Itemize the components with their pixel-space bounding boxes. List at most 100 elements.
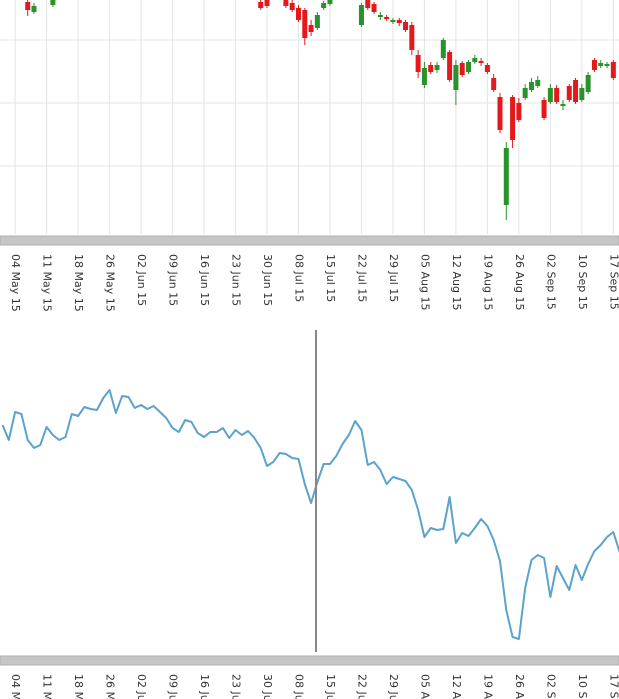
candle-body xyxy=(264,0,270,6)
x-axis: 04 May 15 11 May 15 18 May 15 26 May 15 02 J… xyxy=(9,674,619,699)
x-tick-label: 02 Jun 15 xyxy=(135,674,148,699)
x-tick-label: 08 Jul 15 xyxy=(292,674,305,699)
x-tick-label: 18 May 15 xyxy=(72,674,85,699)
x-tick-label: 30 Jun 15 xyxy=(261,254,274,306)
candle-body xyxy=(610,62,616,78)
candle-body xyxy=(289,3,295,10)
candle-body xyxy=(314,15,320,28)
candle-body xyxy=(598,63,604,66)
candle-body xyxy=(522,88,528,98)
scrollbar[interactable] xyxy=(0,655,619,666)
x-tick-label: 04 May 15 xyxy=(9,254,22,312)
candle-body xyxy=(302,10,308,38)
x-tick-label: 19 Aug 15 xyxy=(481,254,494,310)
x-tick-label: 16 Jun 15 xyxy=(198,254,211,306)
candle-body xyxy=(396,20,402,23)
x-tick-label: 26 Aug 15 xyxy=(513,674,526,699)
candle-body xyxy=(472,58,478,62)
candle-body xyxy=(409,25,415,50)
candle-body xyxy=(566,86,572,100)
candle-body xyxy=(365,0,371,8)
candle-body xyxy=(478,61,484,63)
scrollbar[interactable] xyxy=(0,235,619,246)
x-tick-label: 05 Aug 15 xyxy=(418,674,431,699)
x-tick-label: 09 Jun 15 xyxy=(167,254,180,306)
x-axis: 04 May 15 11 May 15 18 May 15 26 May 15 02 J… xyxy=(9,254,619,312)
candle-body xyxy=(528,82,534,90)
candle-body xyxy=(554,88,560,102)
x-tick-label: 11 May 15 xyxy=(41,674,54,699)
x-tick-label: 18 May 15 xyxy=(72,254,85,312)
candle-body xyxy=(585,75,591,92)
x-tick-label: 26 May 15 xyxy=(104,674,117,699)
candle-body xyxy=(503,148,509,205)
candle-body xyxy=(327,0,333,4)
x-tick-label: 15 Jul 15 xyxy=(324,674,337,699)
candle-body xyxy=(428,65,434,72)
candle-body xyxy=(390,20,396,22)
candle-body xyxy=(541,100,547,118)
x-tick-label: 12 Aug 15 xyxy=(450,254,463,310)
x-tick-label: 30 Jun 15 xyxy=(261,674,274,699)
x-tick-label: 19 Aug 15 xyxy=(481,674,494,699)
line-series xyxy=(1,389,619,640)
candle-body xyxy=(25,2,31,10)
candle-body xyxy=(591,60,597,70)
x-tick-label: 17 Sep 15 xyxy=(607,674,619,699)
candle-body xyxy=(308,25,314,32)
x-tick-label: 04 May 15 xyxy=(9,674,22,699)
candle-body xyxy=(295,8,301,20)
candle-body xyxy=(377,15,383,17)
candle-body xyxy=(573,80,579,102)
candle-body xyxy=(579,88,585,100)
x-tick-label: 10 Sep 15 xyxy=(576,674,589,699)
x-tick-label: 17 Sep 15 xyxy=(607,254,619,310)
candle-body xyxy=(258,2,264,8)
x-tick-label: 11 May 15 xyxy=(41,254,54,312)
candle-body xyxy=(535,80,541,86)
candle-body xyxy=(453,65,459,90)
candle-body xyxy=(497,97,503,130)
x-tick-label: 02 Jun 15 xyxy=(135,254,148,306)
x-tick-label: 22 Jul 15 xyxy=(355,674,368,699)
candle-body xyxy=(358,5,364,25)
candle-body xyxy=(31,6,37,12)
x-tick-label: 22 Jul 15 xyxy=(355,254,368,302)
line-panel xyxy=(1,389,619,640)
candle-body xyxy=(384,17,390,19)
candle-body xyxy=(459,63,465,75)
x-tick-label: 10 Sep 15 xyxy=(576,254,589,310)
x-tick-label: 23 Jun 15 xyxy=(230,254,243,306)
x-tick-label: 29 Jul 15 xyxy=(387,674,400,699)
candle-body xyxy=(321,3,327,8)
x-tick-label: 16 Jun 15 xyxy=(198,674,211,699)
candle-body xyxy=(491,78,497,90)
candle-body xyxy=(516,103,522,120)
x-tick-label: 05 Aug 15 xyxy=(418,254,431,310)
candle-body xyxy=(560,104,566,106)
x-tick-label: 15 Jul 15 xyxy=(324,254,337,302)
candle-body xyxy=(547,88,553,102)
x-tick-label: 12 Aug 15 xyxy=(450,674,463,699)
x-tick-label: 02 Sep 15 xyxy=(544,674,557,699)
candle-body xyxy=(484,65,490,72)
candle-body xyxy=(50,0,56,5)
candle-body xyxy=(440,40,446,58)
x-tick-label: 02 Sep 15 xyxy=(544,254,557,310)
x-tick-label: 29 Jul 15 xyxy=(387,254,400,302)
x-tick-label: 26 Aug 15 xyxy=(513,254,526,310)
candle-body xyxy=(466,62,472,72)
x-tick-label: 26 May 15 xyxy=(104,254,117,312)
candle-body xyxy=(510,97,516,140)
candle-body xyxy=(447,52,453,80)
candle-body xyxy=(421,68,427,85)
x-tick-label: 09 Jun 15 xyxy=(167,674,180,699)
x-tick-label: 23 Jun 15 xyxy=(230,674,243,699)
candle-body xyxy=(604,64,610,66)
candle-body xyxy=(415,55,421,72)
x-tick-label: 08 Jul 15 xyxy=(292,254,305,302)
candle-body xyxy=(371,4,377,12)
candlestick-panel xyxy=(0,0,619,234)
